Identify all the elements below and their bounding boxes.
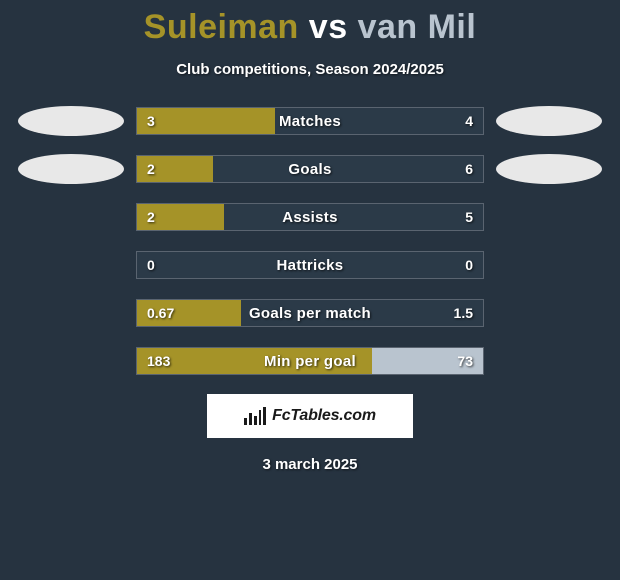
stat-label: Goals [137,156,483,182]
branding-text: FcTables.com [272,407,376,425]
subtitle: Club competitions, Season 2024/2025 [0,61,620,78]
stat-value-left: 0 [137,252,165,278]
stat-row: Matches3 4 [0,106,620,136]
stat-value-right: 4 [455,108,483,134]
team1-badge [18,106,124,136]
stat-value-right: 1.5 [444,300,483,326]
stat-label: Goals per match [137,300,483,326]
stat-value-left: 2 [137,204,165,230]
stat-value-left: 3 [137,108,165,134]
bar-chart-icon [244,407,266,425]
stat-value-right: 5 [455,204,483,230]
stat-label: Min per goal [137,348,483,374]
stat-label: Assists [137,204,483,230]
page-title: Suleiman vs van Mil [0,8,620,47]
stat-bar: Matches3 4 [136,107,484,135]
stat-bar: Assists2 5 [136,203,484,231]
stat-bar: Goals per match0.67 1.5 [136,299,484,327]
team2-badge [496,106,602,136]
stat-bar: Min per goal183 73 [136,347,484,375]
stat-row: Goals per match0.67 1.5 [0,298,620,328]
stat-value-right: 73 [447,348,483,374]
stat-bar: Hattricks0 0 [136,251,484,279]
bars-container: Matches34Goals26Assists25Hattricks00Goal… [0,106,620,376]
stat-row: Min per goal183 73 [0,346,620,376]
vs-label: vs [309,8,348,46]
stat-value-left: 2 [137,156,165,182]
stat-bar: Goals2 6 [136,155,484,183]
stat-value-left: 183 [137,348,180,374]
team2-badge [496,154,602,184]
stat-row: Assists2 5 [0,202,620,232]
date-label: 3 march 2025 [0,456,620,473]
stat-value-right: 0 [455,252,483,278]
stat-label: Hattricks [137,252,483,278]
stat-value-right: 6 [455,156,483,182]
stat-row: Goals2 6 [0,154,620,184]
stat-value-left: 0.67 [137,300,184,326]
branding-badge: FcTables.com [207,394,413,438]
stat-label: Matches [137,108,483,134]
stat-row: Hattricks0 0 [0,250,620,280]
player2-name: van Mil [358,8,477,46]
team1-badge [18,154,124,184]
comparison-infographic: Suleiman vs van Mil Club competitions, S… [0,0,620,473]
player1-name: Suleiman [144,8,299,46]
